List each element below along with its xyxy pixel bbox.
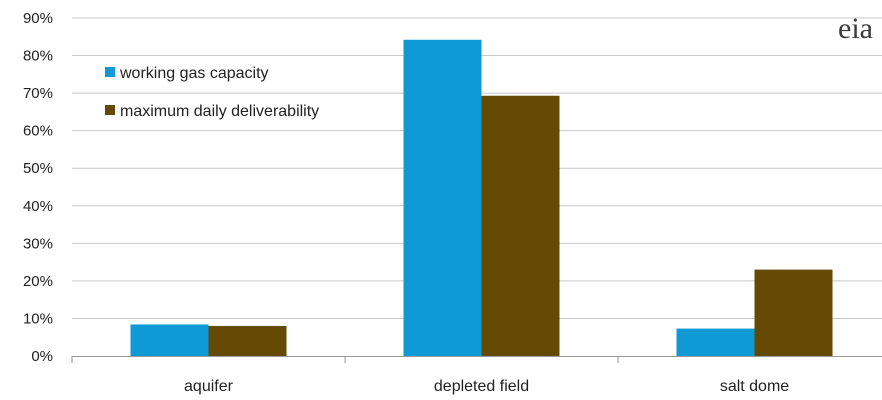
eia-logo-text: eia [838, 12, 873, 45]
x-category-label: aquifer [184, 378, 234, 395]
bar-working-gas-capacity [676, 328, 755, 356]
legend: working gas capacity maximum daily deliv… [105, 65, 319, 120]
legend-swatch-maximum-daily-deliverability [105, 105, 115, 115]
x-category-label: salt dome [720, 378, 789, 395]
y-tick-label: 70% [23, 85, 53, 102]
y-tick-label: 40% [23, 198, 53, 215]
legend-label-maximum-daily-deliverability: maximum daily deliverability [120, 103, 319, 120]
bars [130, 39, 833, 357]
legend-label-working-gas-capacity: working gas capacity [119, 65, 269, 82]
bar-maximum-daily-deliverability [481, 95, 560, 357]
legend-swatch-working-gas-capacity [105, 67, 115, 77]
y-tick-label: 30% [23, 235, 53, 252]
y-tick-label: 80% [23, 48, 53, 65]
y-tick-label: 60% [23, 123, 53, 140]
bar-maximum-daily-deliverability [208, 325, 287, 356]
y-tick-label: 50% [23, 160, 53, 177]
y-tick-label: 20% [23, 273, 53, 290]
y-tick-label: 0% [31, 348, 53, 365]
x-category-label: depleted field [434, 378, 529, 395]
x-axis: aquifer depleted field salt dome [71, 356, 882, 395]
bar-working-gas-capacity [130, 324, 209, 356]
y-tick-label: 90% [23, 10, 53, 27]
y-axis-ticks: 0% 10% 20% 30% 40% 50% 60% 70% 80% 90% [23, 10, 53, 365]
bar-maximum-daily-deliverability [754, 269, 833, 356]
bar-working-gas-capacity [403, 39, 482, 356]
y-tick-label: 10% [23, 310, 53, 327]
